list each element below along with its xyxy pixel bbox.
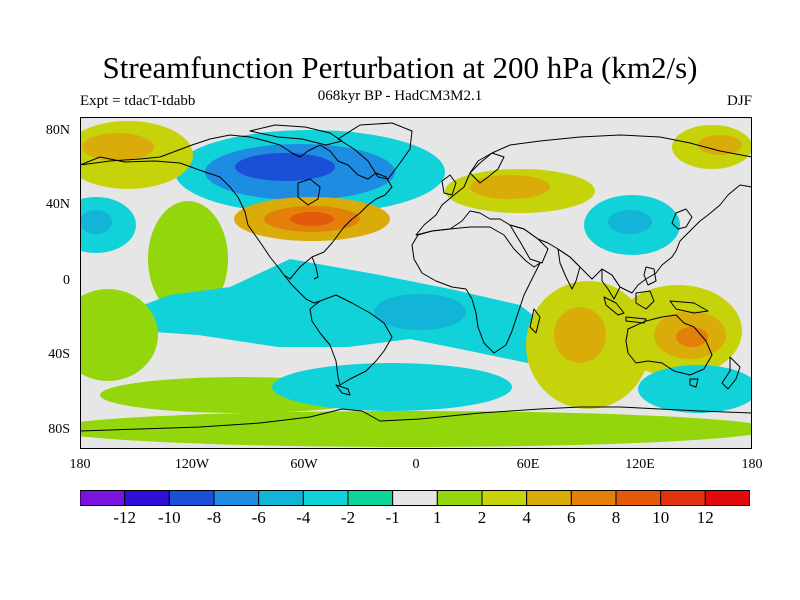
coast-madagascar bbox=[529, 308, 541, 334]
colorbar-label: 10 bbox=[652, 508, 670, 527]
field-region-south-indian-trough bbox=[638, 365, 752, 413]
chart-title: Streamfunction Perturbation at 200 hPa (… bbox=[102, 50, 698, 85]
coast-greenland bbox=[337, 122, 413, 180]
field-region-north-america-core bbox=[235, 153, 335, 181]
colorbar-label: -1 bbox=[385, 508, 400, 527]
field-region-southern-ocean-trough bbox=[272, 363, 512, 411]
field-region-south-pacific-ridge bbox=[80, 289, 158, 381]
lon-tick-180w: 180 bbox=[69, 457, 91, 472]
colorbar-label: -6 bbox=[251, 508, 266, 527]
colorbar-box-3 bbox=[213, 490, 260, 506]
coast-florida bbox=[311, 256, 319, 280]
lon-tick-180e: 180 bbox=[741, 457, 763, 472]
coast-hudson-bay bbox=[297, 178, 321, 206]
colorbar-box-1 bbox=[124, 490, 170, 506]
coast-borneo bbox=[635, 290, 655, 310]
field-region-atlantic-ridge-center bbox=[290, 212, 334, 226]
field-region-far-east-ridge-core bbox=[698, 135, 742, 155]
lat-tick-eq: 0 bbox=[63, 273, 70, 288]
coast-japan bbox=[671, 208, 693, 230]
coast-south-america bbox=[309, 294, 393, 386]
chart-subtitle: 068kyr BP - HadCM3M2.1 bbox=[317, 88, 483, 104]
coast-indochina bbox=[601, 268, 621, 300]
coast-british-isles bbox=[441, 174, 457, 196]
colorbar-label: -2 bbox=[340, 508, 356, 527]
colorbar-box-5 bbox=[302, 490, 349, 506]
lat-tick-80s: 80S bbox=[48, 422, 70, 437]
field-region-antarctic-ridge bbox=[80, 411, 752, 447]
colorbar-label: 4 bbox=[522, 508, 531, 527]
lon-tick-60w: 60W bbox=[290, 457, 318, 472]
field-region-tropical-trough bbox=[122, 259, 550, 363]
lat-tick-80n: 80N bbox=[45, 123, 70, 138]
colorbar-box-0 bbox=[80, 490, 126, 506]
colorbar-box-12 bbox=[615, 490, 662, 506]
coast-tasmania bbox=[689, 378, 699, 388]
lat-tick-40s: 40S bbox=[48, 347, 70, 362]
colorbar-box-11 bbox=[570, 490, 617, 506]
coast-central-america bbox=[283, 274, 321, 304]
colorbar-box-6 bbox=[347, 490, 394, 506]
experiment-label: Expt = tdacT-tdabb bbox=[80, 93, 196, 109]
colorbar-box-10 bbox=[526, 490, 572, 506]
coast-tierra-del-fuego bbox=[335, 384, 351, 396]
field-region-east-asia-core bbox=[608, 210, 652, 234]
colorbar-label: -12 bbox=[113, 508, 137, 527]
coast-arabia bbox=[509, 224, 549, 264]
field-region-north-pacific-core bbox=[80, 210, 112, 234]
colorbar-box-2 bbox=[168, 490, 215, 506]
field-layer bbox=[80, 121, 752, 447]
streamfunction-map bbox=[80, 117, 752, 449]
coast-australia bbox=[625, 314, 713, 376]
colorbar-label: 6 bbox=[567, 508, 576, 527]
field-region-south-atlantic-trough bbox=[374, 294, 466, 330]
map-frame bbox=[80, 117, 752, 449]
colorbar-label: 2 bbox=[477, 508, 487, 527]
coast-philippines bbox=[643, 266, 657, 286]
colorbar-box-9 bbox=[481, 490, 528, 506]
colorbar-label: -4 bbox=[296, 508, 311, 527]
coast-sumatra bbox=[603, 296, 625, 316]
colorbar-box-13 bbox=[660, 490, 706, 506]
coast-java bbox=[625, 316, 647, 324]
coast-scandinavia bbox=[469, 152, 505, 184]
colorbar-label: 1 bbox=[433, 508, 442, 527]
colorbar bbox=[80, 490, 750, 506]
field-region-alaska-ridge-core bbox=[82, 133, 154, 161]
coastline-layer bbox=[80, 122, 752, 432]
field-region-europe-ridge-core bbox=[470, 175, 550, 199]
lon-tick-120e: 120E bbox=[625, 457, 655, 472]
coast-india bbox=[557, 248, 581, 290]
coast-north-america bbox=[80, 134, 393, 280]
field-region-indian-ocean-core bbox=[554, 307, 606, 363]
season-label: DJF bbox=[726, 93, 752, 109]
field-region-australia-center bbox=[676, 327, 708, 347]
colorbar-box-8 bbox=[436, 490, 483, 506]
colorbar-label: -10 bbox=[157, 508, 181, 527]
colorbar-box-14 bbox=[704, 490, 750, 506]
coast-new-zealand bbox=[721, 356, 741, 390]
coast-africa bbox=[411, 226, 541, 354]
colorbar-label: 12 bbox=[696, 508, 714, 527]
lon-tick-60e: 60E bbox=[516, 457, 540, 472]
lat-tick-40n: 40N bbox=[45, 197, 70, 212]
coast-antarctica bbox=[80, 406, 752, 432]
field-region-central-pacific-ridge bbox=[148, 201, 228, 317]
coast-new-guinea bbox=[669, 300, 709, 314]
colorbar-label: 8 bbox=[611, 508, 621, 527]
colorbar-label: -8 bbox=[206, 508, 222, 527]
colorbar-box-7 bbox=[392, 490, 438, 506]
lon-tick-0: 0 bbox=[412, 457, 420, 472]
lon-tick-120w: 120W bbox=[174, 457, 210, 472]
colorbar-box-4 bbox=[258, 490, 304, 506]
